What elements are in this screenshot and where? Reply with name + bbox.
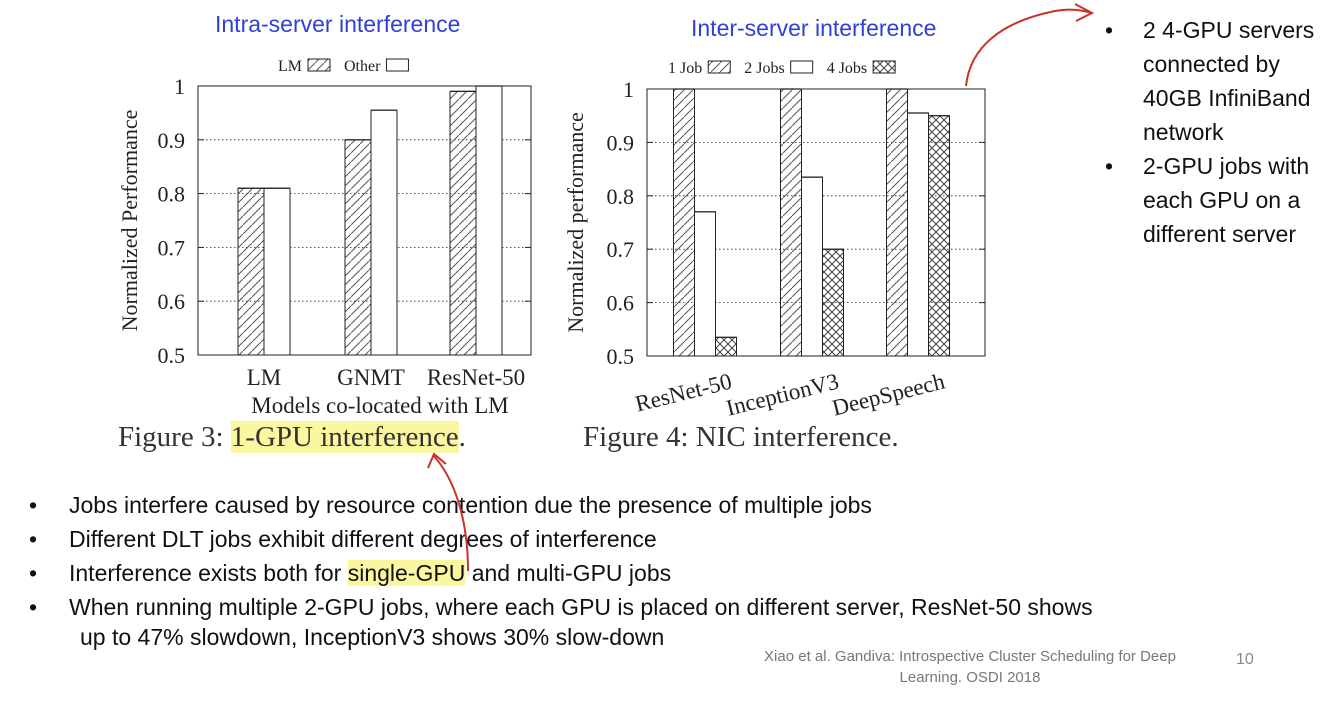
bar [449, 90, 477, 356]
bar [237, 187, 265, 356]
bullet-item: • When running multiple 2-GPU jobs, where… [29, 594, 1093, 620]
bar [263, 187, 291, 356]
figure-3-caption-suffix: . [458, 421, 466, 453]
y-tick-label: 0.9 [158, 128, 186, 153]
side-note-item: • 2-GPU jobs with each GPU on a different… [1105, 153, 1310, 247]
y-tick-label: 0.8 [607, 184, 635, 209]
y-tick-label: 0.6 [158, 289, 186, 314]
y-tick-label: 0.5 [607, 344, 635, 369]
bar [344, 139, 372, 356]
bar [370, 109, 398, 356]
figure-3-caption-prefix: Figure 3: [118, 421, 231, 453]
x-tick-label: ResNet-50 [427, 365, 525, 390]
y-axis-label: Normalized Performance [117, 110, 142, 332]
bar [780, 88, 802, 357]
figure-3-caption-highlight: 1-GPU interference [230, 421, 459, 453]
legend-swatch [307, 58, 331, 72]
legend-label: 4 Jobs [827, 60, 867, 77]
side-note-item: • 2 4-GPU servers connected by 40GB Infin… [1105, 17, 1315, 145]
legend-label: LM [278, 58, 302, 75]
figure-3-caption: Figure 3: 1-GPU interference. [118, 421, 466, 454]
bar [475, 85, 503, 356]
bullet-item: • Jobs interfere caused by resource conte… [29, 492, 872, 518]
y-tick-label: 0.7 [607, 237, 635, 262]
bullet-item: • Interference exists both for single-GPU… [29, 560, 672, 586]
bullet-text: Different DLT jobs exhibit different deg… [69, 526, 657, 552]
page-number: 10 [1236, 651, 1254, 668]
bullet-text-highlight: single-GPU [347, 560, 466, 586]
bar [886, 88, 908, 357]
bar [907, 112, 929, 357]
legend-label: 1 Job [668, 60, 702, 77]
bullet-text: When running multiple 2-GPU jobs, where … [69, 594, 1093, 620]
citation: Xiao et al. Gandiva: Introspective Clust… [728, 646, 1212, 688]
legend-label: Other [344, 58, 381, 75]
bar [822, 248, 844, 357]
bar [801, 176, 823, 357]
legend-swatch [790, 60, 814, 74]
bullet-continuation: up to 47% slowdown, InceptionV3 shows 30… [80, 624, 665, 650]
bar [694, 211, 716, 357]
legend-swatch [707, 60, 731, 74]
main-bullet-list: • Jobs interfere caused by resource conte… [29, 488, 1269, 624]
y-tick-label: 1 [623, 77, 634, 102]
bar [715, 336, 737, 357]
side-notes-list: • 2 4-GPU servers connected by 40GB Infin… [1105, 13, 1335, 251]
x-tick-label: LM [247, 365, 282, 390]
y-tick-label: 0.7 [158, 235, 186, 260]
bullet-text-before: Interference exists both for [69, 560, 348, 586]
legend-label: 2 Jobs [744, 60, 784, 77]
bar [673, 88, 695, 357]
y-tick-label: 0.9 [607, 130, 635, 155]
y-tick-label: 0.5 [158, 343, 186, 368]
inter-server-title: Inter-server interference [691, 15, 937, 41]
bar [928, 115, 950, 357]
x-tick-label: ResNet-50 [633, 369, 735, 417]
bullet-text: Jobs interfere caused by resource conten… [69, 492, 872, 518]
bullet-text-after: and multi-GPU jobs [465, 560, 672, 586]
x-tick-label: DeepSpeech [830, 368, 948, 420]
x-tick-label: InceptionV3 [724, 369, 842, 421]
side-note-text: 2 4-GPU servers connected by 40GB Infini… [1143, 17, 1315, 145]
citation-line-2: Learning. OSDI 2018 [899, 669, 1041, 686]
y-tick-label: 0.6 [607, 291, 635, 316]
x-tick-label: GNMT [337, 365, 405, 390]
legend-swatch [872, 60, 896, 74]
y-axis-label: Normalized performance [563, 112, 588, 333]
figure-4-caption: Figure 4: NIC interference. [583, 421, 899, 453]
bullet-item: • Different DLT jobs exhibit different de… [29, 526, 657, 552]
intra-server-title: Intra-server interference [215, 11, 461, 37]
legend-swatch [385, 58, 409, 72]
x-axis-label: Models co-located with LM [251, 393, 508, 418]
y-tick-label: 0.8 [158, 182, 186, 207]
citation-line-1: Xiao et al. Gandiva: Introspective Clust… [764, 648, 1176, 665]
side-note-text: 2-GPU jobs with each GPU on a different … [1143, 153, 1310, 247]
y-tick-label: 1 [174, 74, 185, 99]
